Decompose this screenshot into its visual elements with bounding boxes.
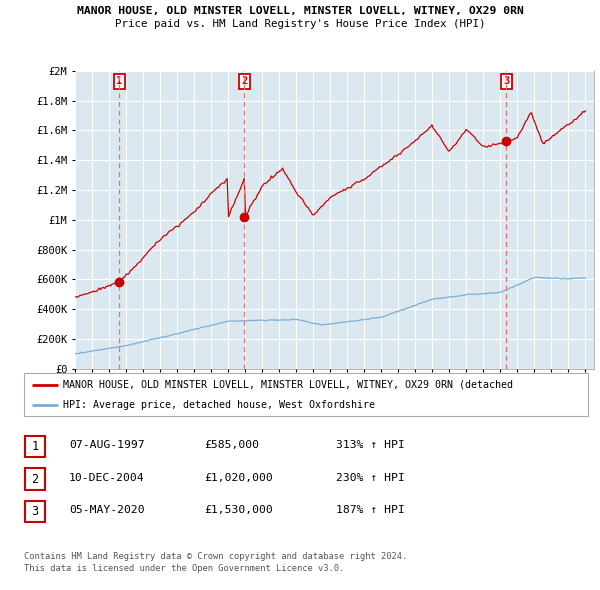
Text: £1,020,000: £1,020,000 — [204, 473, 273, 483]
Text: MANOR HOUSE, OLD MINSTER LOVELL, MINSTER LOVELL, WITNEY, OX29 0RN (detached: MANOR HOUSE, OLD MINSTER LOVELL, MINSTER… — [64, 380, 514, 390]
Text: 230% ↑ HPI: 230% ↑ HPI — [336, 473, 405, 483]
Text: 3: 3 — [31, 505, 38, 518]
Text: 3: 3 — [503, 76, 509, 86]
Text: Price paid vs. HM Land Registry's House Price Index (HPI): Price paid vs. HM Land Registry's House … — [115, 19, 485, 29]
Text: 1: 1 — [116, 76, 122, 86]
Text: 10-DEC-2004: 10-DEC-2004 — [69, 473, 145, 483]
Text: 05-MAY-2020: 05-MAY-2020 — [69, 506, 145, 515]
FancyBboxPatch shape — [25, 436, 44, 457]
Text: 313% ↑ HPI: 313% ↑ HPI — [336, 441, 405, 450]
Text: Contains HM Land Registry data © Crown copyright and database right 2024.: Contains HM Land Registry data © Crown c… — [24, 552, 407, 561]
FancyBboxPatch shape — [25, 468, 44, 490]
Text: 2: 2 — [31, 473, 38, 486]
Text: This data is licensed under the Open Government Licence v3.0.: This data is licensed under the Open Gov… — [24, 563, 344, 572]
Text: 1: 1 — [31, 440, 38, 453]
Text: £585,000: £585,000 — [204, 441, 259, 450]
Text: HPI: Average price, detached house, West Oxfordshire: HPI: Average price, detached house, West… — [64, 401, 376, 410]
FancyBboxPatch shape — [25, 501, 44, 522]
Text: MANOR HOUSE, OLD MINSTER LOVELL, MINSTER LOVELL, WITNEY, OX29 0RN: MANOR HOUSE, OLD MINSTER LOVELL, MINSTER… — [77, 6, 523, 16]
Text: 07-AUG-1997: 07-AUG-1997 — [69, 441, 145, 450]
FancyBboxPatch shape — [24, 373, 588, 416]
Text: 187% ↑ HPI: 187% ↑ HPI — [336, 506, 405, 515]
Text: 2: 2 — [241, 76, 247, 86]
Text: £1,530,000: £1,530,000 — [204, 506, 273, 515]
